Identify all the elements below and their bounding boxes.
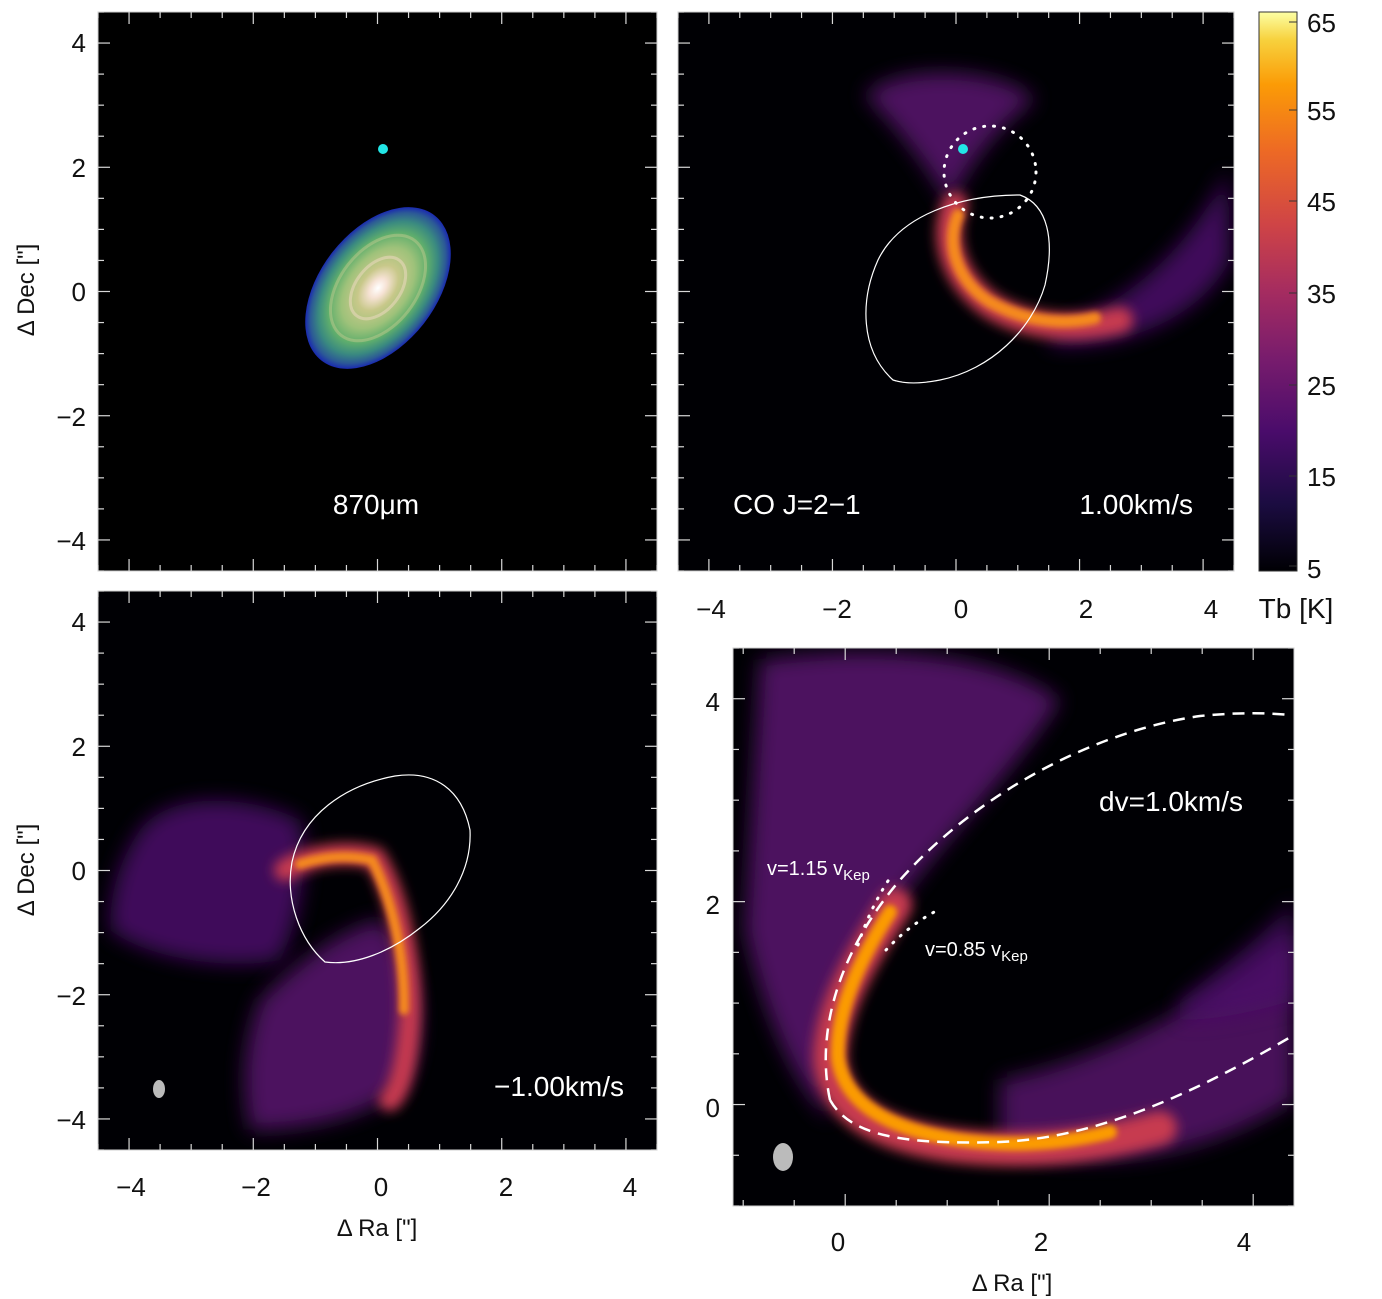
colorbar-tick-label: 65 bbox=[1307, 8, 1336, 38]
colorbar-tick-label: 45 bbox=[1307, 187, 1336, 217]
colorbar-gradient bbox=[1258, 11, 1298, 572]
panel-frame bbox=[732, 647, 1295, 1207]
panel-zoom: dv=1.0km/s v=1.15 vKep v=0.85 vKep 4 2 0… bbox=[706, 647, 1295, 1297]
x-axis-label: Δ Ra ["] bbox=[972, 1270, 1053, 1297]
x-tick-label: −2 bbox=[241, 1172, 271, 1202]
panel-co-channel-negative: −1.00km/s 4 2 0 −2 −4 −4 −2 0 2 4 Δ Ra [… bbox=[13, 590, 658, 1242]
v115-dotted-curve bbox=[856, 873, 894, 947]
co-emission-diffuse bbox=[1050, 170, 1230, 346]
beam-ellipse bbox=[153, 1080, 165, 1098]
dust-contour bbox=[865, 194, 1050, 384]
colorbar-ticks bbox=[1289, 21, 1297, 567]
companion-marker bbox=[378, 144, 388, 154]
co-emission-diffuse bbox=[244, 920, 418, 1130]
panel-label-870um: 870μm bbox=[333, 489, 419, 520]
y-tick-label: 4 bbox=[72, 28, 86, 58]
y-axis-label: Δ Dec ["] bbox=[13, 824, 40, 917]
colorbar-tick-label: 5 bbox=[1307, 554, 1321, 584]
dv-label: dv=1.0km/s bbox=[1099, 786, 1243, 817]
colorbar: 65 55 45 35 25 15 5 Tb [K] bbox=[1258, 8, 1336, 624]
x-tick-labels: −4 −2 0 2 4 bbox=[696, 594, 1218, 624]
y-tick-label: 0 bbox=[72, 277, 86, 307]
annotation-text: v=0.85 v bbox=[925, 939, 1001, 961]
colorbar-tick-labels: 65 55 45 35 25 15 5 bbox=[1307, 8, 1336, 584]
beam-ellipse bbox=[773, 1143, 793, 1171]
keplerian-dashed-curve bbox=[828, 1033, 1294, 1144]
axis-ticks bbox=[97, 11, 1294, 1207]
panel-co-channel-positive: CO J=2−1 1.00km/s −4 −2 0 2 4 bbox=[677, 11, 1235, 624]
y-tick-label: 4 bbox=[72, 607, 86, 637]
y-tick-label: 2 bbox=[72, 732, 86, 762]
y-axis-label: Δ Dec ["] bbox=[13, 244, 40, 337]
y-tick-label: 0 bbox=[72, 856, 86, 886]
annotation-subscript: Kep bbox=[1001, 948, 1028, 965]
y-tick-labels: 4 2 0 bbox=[706, 687, 720, 1123]
y-tick-label: 4 bbox=[706, 687, 720, 717]
colorbar-tick-label: 25 bbox=[1307, 371, 1336, 401]
v085-dotted-curve bbox=[884, 908, 940, 952]
x-tick-label: 0 bbox=[954, 594, 968, 624]
x-axis-label: Δ Ra ["] bbox=[337, 1215, 418, 1242]
dust-ring bbox=[348, 255, 408, 321]
x-tick-label: 4 bbox=[623, 1172, 637, 1202]
co-emission-diffuse bbox=[865, 72, 1035, 205]
co-emission-peak bbox=[947, 209, 1101, 328]
y-tick-label: −2 bbox=[56, 402, 86, 432]
x-tick-labels: 0 2 4 bbox=[831, 1227, 1251, 1257]
y-tick-labels: 4 2 0 −2 −4 bbox=[56, 28, 86, 556]
dust-contour bbox=[289, 774, 471, 964]
colorbar-tick-label: 15 bbox=[1307, 462, 1336, 492]
y-tick-label: −4 bbox=[56, 1105, 86, 1135]
colorbar-tick-label: 35 bbox=[1307, 279, 1336, 309]
x-tick-label: 2 bbox=[499, 1172, 513, 1202]
x-tick-label: −4 bbox=[116, 1172, 146, 1202]
x-tick-labels: −4 −2 0 2 4 bbox=[116, 1172, 637, 1202]
co-emission-peak bbox=[830, 905, 1117, 1151]
companion-dotted-circle bbox=[942, 124, 1038, 220]
co-emission-peak bbox=[295, 851, 410, 1015]
x-tick-label: 2 bbox=[1034, 1227, 1048, 1257]
annotation-subscript: Kep bbox=[843, 867, 870, 884]
keplerian-dashed-curve bbox=[824, 712, 1291, 1101]
y-tick-labels: 4 2 0 −2 −4 bbox=[56, 607, 86, 1135]
x-tick-label: 4 bbox=[1204, 594, 1218, 624]
x-tick-label: −2 bbox=[822, 594, 852, 624]
dust-ring bbox=[328, 233, 428, 343]
annotation-v115: v=1.15 vKep bbox=[767, 858, 870, 884]
y-tick-label: 0 bbox=[706, 1093, 720, 1123]
y-tick-label: 2 bbox=[706, 890, 720, 920]
velocity-label: 1.00km/s bbox=[1079, 489, 1193, 520]
co-emission-diffuse bbox=[1180, 900, 1294, 1020]
y-tick-label: 2 bbox=[72, 153, 86, 183]
y-tick-label: −4 bbox=[56, 526, 86, 556]
companion-marker bbox=[958, 144, 968, 154]
colorbar-label: Tb [K] bbox=[1259, 593, 1334, 624]
y-tick-label: −2 bbox=[56, 981, 86, 1011]
x-tick-label: 0 bbox=[831, 1227, 845, 1257]
velocity-label: −1.00km/s bbox=[494, 1071, 624, 1102]
annotation-text: v=1.15 v bbox=[767, 858, 843, 880]
annotation-v085: v=0.85 vKep bbox=[925, 939, 1028, 965]
colorbar-tick-label: 55 bbox=[1307, 96, 1336, 126]
x-tick-label: 4 bbox=[1237, 1227, 1251, 1257]
x-tick-label: 0 bbox=[374, 1172, 388, 1202]
co-emission-diffuse bbox=[110, 800, 304, 964]
x-tick-label: −4 bbox=[696, 594, 726, 624]
dust-disk-image bbox=[305, 207, 451, 369]
panel-label-co: CO J=2−1 bbox=[733, 489, 861, 520]
x-tick-label: 2 bbox=[1079, 594, 1093, 624]
panel-dust-continuum: 870μm 4 2 0 −2 −4 Δ Dec ["] bbox=[13, 11, 658, 572]
